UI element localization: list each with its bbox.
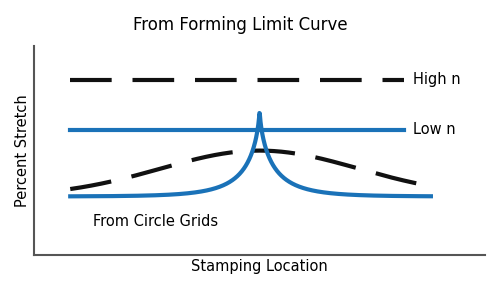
Text: From Circle Grids: From Circle Grids (93, 214, 218, 229)
Text: From Forming Limit Curve: From Forming Limit Curve (134, 16, 348, 34)
Text: High n: High n (413, 72, 461, 87)
Text: Low n: Low n (413, 122, 456, 137)
X-axis label: Stamping Location: Stamping Location (191, 259, 328, 274)
Y-axis label: Percent Stretch: Percent Stretch (15, 94, 30, 207)
